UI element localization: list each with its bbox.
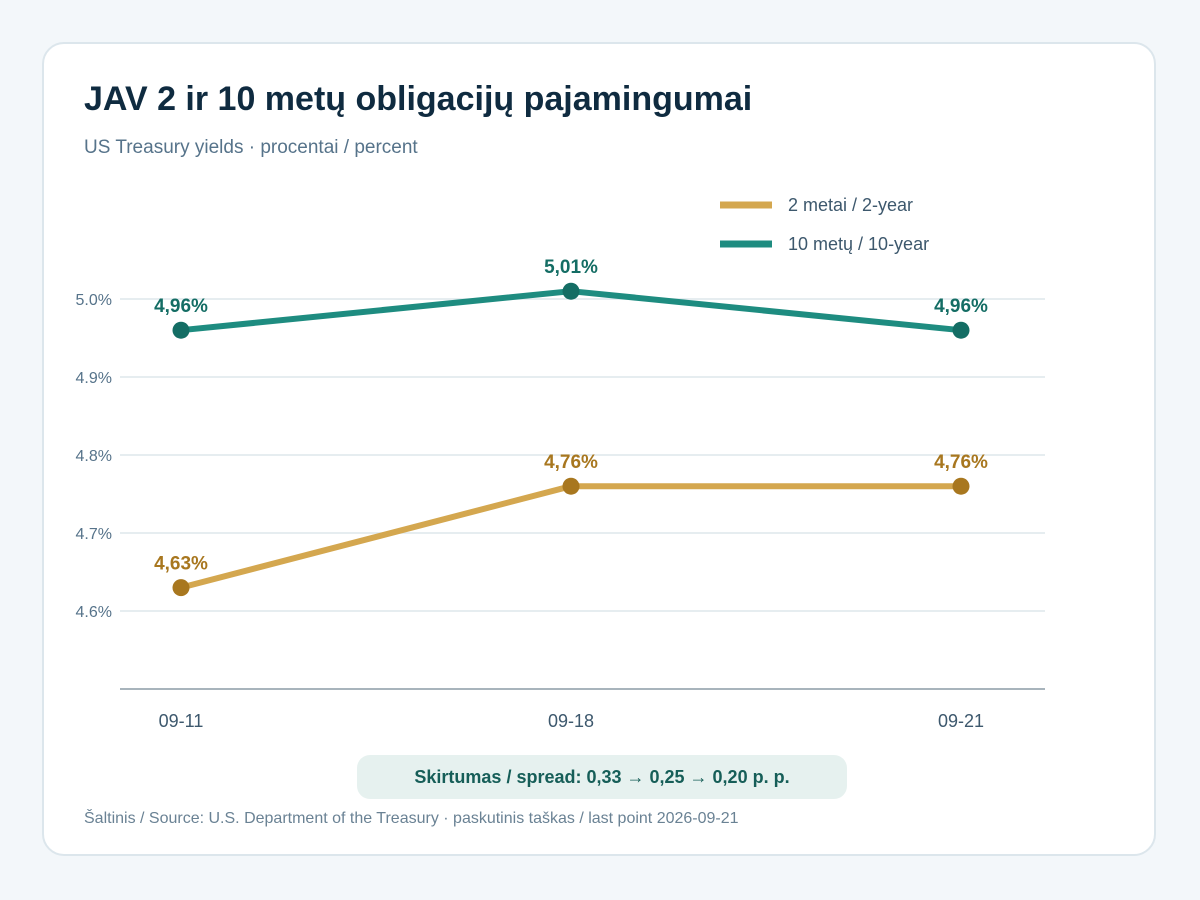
x-tick-label: 09-11 [159,711,204,731]
y-tick-label: 4.6% [76,604,112,621]
label-layer: 4,63% 4,76% 4,76% 4,96% 5,01% 4,96% [154,257,988,574]
grid-layer [120,298,1045,612]
chart-subtitle: US Treasury yields · procentai / percent [84,137,418,158]
legend-label-ten-year: 10 metų / 10-year [788,234,929,254]
data-point-two-year [172,579,190,597]
series-line-two-year [178,483,964,591]
data-label-two-year: 4,76% [544,452,598,473]
data-label-ten-year: 4,96% [934,296,988,317]
chart-card: JAV 2 ir 10 metų obligacijų pajamingumai… [42,42,1156,856]
spread-badge: Skirtumas / spread: 0,33 → 0,25 → 0,20 p… [357,755,847,799]
data-point-ten-year [172,321,190,339]
axis-layer: 4.6% 4.7% 4.8% 4.9% 5.0% 09-11 09-18 09-21 [76,292,1045,731]
chart-title: JAV 2 ir 10 metų obligacijų pajamingumai [84,80,753,118]
data-point-ten-year [562,282,580,300]
legend-label-two-year: 2 metai / 2-year [788,195,913,215]
y-tick-label: 4.7% [76,526,112,543]
series-layer [172,282,970,597]
source-note: Šaltinis / Source: U.S. Department of th… [84,810,739,827]
data-point-two-year [562,477,580,495]
y-tick-label: 4.8% [76,448,112,465]
y-tick-label: 4.9% [76,370,112,387]
data-point-two-year [952,477,970,495]
legend: 2 metai / 2-year 10 metų / 10-year [720,195,929,254]
data-label-ten-year: 5,01% [544,257,598,278]
x-tick-label: 09-18 [548,711,594,731]
data-label-ten-year: 4,96% [154,296,208,317]
y-tick-label: 5.0% [76,292,112,309]
data-label-two-year: 4,63% [154,554,208,575]
data-label-two-year: 4,76% [934,452,988,473]
x-tick-label: 09-21 [938,711,984,731]
data-point-ten-year [952,321,970,339]
